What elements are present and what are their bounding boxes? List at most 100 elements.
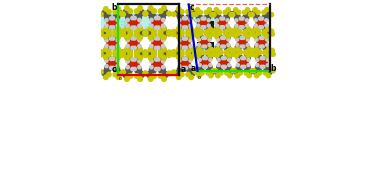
Circle shape [110,57,113,60]
Circle shape [216,74,220,78]
Circle shape [105,18,108,22]
Circle shape [162,47,166,52]
Circle shape [152,61,159,68]
Circle shape [189,18,192,22]
Circle shape [204,31,209,36]
Circle shape [138,77,143,81]
Circle shape [262,25,268,31]
Circle shape [256,20,263,26]
Circle shape [175,30,181,36]
Circle shape [149,25,156,32]
Circle shape [105,65,111,72]
Circle shape [143,53,148,57]
Circle shape [112,22,113,23]
Circle shape [135,50,139,55]
Circle shape [132,61,139,68]
Circle shape [161,44,165,48]
Circle shape [112,17,115,20]
Circle shape [209,47,213,51]
Circle shape [237,30,242,34]
Circle shape [102,10,108,16]
Circle shape [189,27,194,31]
Circle shape [135,66,141,73]
Circle shape [205,34,211,40]
Circle shape [112,66,115,70]
Circle shape [204,25,211,31]
Circle shape [138,35,143,40]
Circle shape [204,57,208,60]
Circle shape [244,54,250,61]
Circle shape [234,50,240,56]
Circle shape [261,45,264,48]
Circle shape [113,65,119,72]
Circle shape [113,32,118,36]
Circle shape [110,60,117,67]
Circle shape [228,74,232,78]
Circle shape [215,53,219,58]
Circle shape [240,36,243,39]
Circle shape [226,34,230,38]
Circle shape [203,26,206,29]
Circle shape [235,43,239,46]
Circle shape [152,50,156,55]
Circle shape [256,58,259,61]
Circle shape [197,38,200,41]
Circle shape [183,19,190,26]
Circle shape [184,26,187,29]
Circle shape [207,11,213,17]
Circle shape [254,19,257,22]
Circle shape [259,26,262,29]
Circle shape [215,25,222,31]
Circle shape [158,32,163,37]
Circle shape [259,36,262,39]
Circle shape [131,20,133,21]
Circle shape [138,6,143,11]
Circle shape [212,12,216,17]
Circle shape [131,26,134,29]
Circle shape [167,30,172,34]
Circle shape [241,65,244,68]
Circle shape [270,48,274,53]
FancyBboxPatch shape [99,14,159,35]
Circle shape [186,50,190,54]
Circle shape [241,39,247,46]
Circle shape [198,54,204,61]
Circle shape [194,70,198,74]
Circle shape [234,53,239,58]
Circle shape [107,10,111,14]
Circle shape [126,24,129,27]
Circle shape [209,58,212,61]
Circle shape [224,34,230,40]
Circle shape [157,46,160,50]
Circle shape [197,74,201,78]
Circle shape [107,72,111,77]
Circle shape [104,35,108,39]
Circle shape [213,11,219,17]
Circle shape [178,59,181,62]
Circle shape [233,30,239,36]
Circle shape [243,51,248,55]
Circle shape [232,11,238,17]
Circle shape [219,59,226,66]
Circle shape [110,37,113,40]
Circle shape [236,64,242,71]
Circle shape [214,52,218,56]
Circle shape [110,19,117,26]
Circle shape [192,48,196,53]
Circle shape [257,39,263,46]
Circle shape [203,65,206,68]
Circle shape [266,27,270,31]
Circle shape [204,10,209,14]
Circle shape [244,50,248,54]
Circle shape [254,74,259,78]
Circle shape [241,17,244,20]
Circle shape [219,50,223,54]
Circle shape [254,53,258,58]
Circle shape [128,19,135,27]
Circle shape [157,26,160,29]
Circle shape [220,17,223,20]
Circle shape [186,52,190,56]
Circle shape [150,60,153,63]
Circle shape [149,24,150,25]
Circle shape [243,57,246,60]
